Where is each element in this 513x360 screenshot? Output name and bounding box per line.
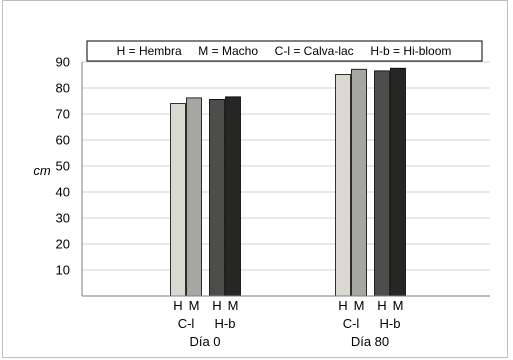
subgroup-label: H-b xyxy=(215,316,236,331)
y-tick-label: 50 xyxy=(56,159,70,174)
legend-box xyxy=(86,40,483,62)
y-tick-label: 60 xyxy=(56,133,70,148)
bar-sex-label: M xyxy=(228,298,239,313)
bar-sex-label: M xyxy=(393,298,404,313)
bar-Día-0-H-b-M xyxy=(225,96,241,297)
subgroup-label: C-l xyxy=(343,316,360,331)
bar-Día-0-C-l-H xyxy=(170,103,186,297)
subgroup-label: C-l xyxy=(178,316,195,331)
y-tick-label: 40 xyxy=(56,185,70,200)
legend-text: H = Hembra M = Macho C-l = Calva-lac H-b… xyxy=(117,44,452,58)
gridlines xyxy=(82,61,490,271)
bar-sex-label: M xyxy=(354,298,365,313)
bar-Día-0-H-b-H xyxy=(209,99,225,297)
bar-Día-80-H-b-M xyxy=(390,67,406,297)
y-tick-label: 70 xyxy=(56,107,70,122)
y-tick-label: 20 xyxy=(56,237,70,252)
bar-sex-label: H xyxy=(212,298,221,313)
y-tick-label: 30 xyxy=(56,211,70,226)
legend: H = Hembra M = Macho C-l = Calva-lac H-b… xyxy=(86,40,483,62)
group-label: Día 0 xyxy=(189,334,220,349)
bar-sex-label: H xyxy=(173,298,182,313)
bar-sex-label: H xyxy=(338,298,347,313)
y-tick-label: 80 xyxy=(56,81,70,96)
bar-sex-label: M xyxy=(189,298,200,313)
y-tick-label: 90 xyxy=(56,55,70,70)
bar-Día-0-C-l-M xyxy=(186,97,202,297)
subgroup-label: H-b xyxy=(380,316,401,331)
y-axis-label: cm xyxy=(33,163,51,178)
group-label: Día 80 xyxy=(351,334,389,349)
bar-Día-80-C-l-M xyxy=(351,68,367,297)
axes xyxy=(81,62,490,297)
bar-sex-label: H xyxy=(377,298,386,313)
bar-Día-80-H-b-H xyxy=(374,70,390,297)
bars xyxy=(170,67,406,297)
bar-Día-80-C-l-H xyxy=(335,74,351,297)
y-tick-label: 10 xyxy=(56,263,70,278)
